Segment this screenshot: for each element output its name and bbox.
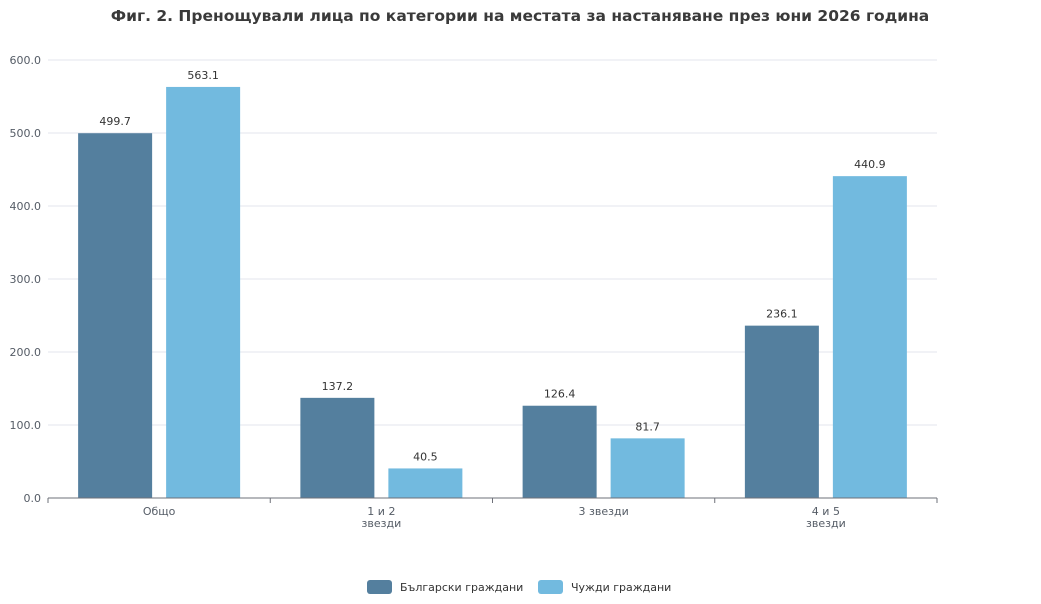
y-tick-label: 200.0 bbox=[10, 346, 42, 359]
bars bbox=[78, 86, 907, 498]
x-category-line: звезди bbox=[362, 517, 402, 530]
data-label: 236.1 bbox=[766, 308, 798, 321]
bar bbox=[166, 86, 241, 498]
y-tick-label: 500.0 bbox=[10, 127, 42, 140]
legend-label: Чужди граждани bbox=[571, 581, 671, 594]
bar bbox=[832, 176, 907, 498]
data-label: 499.7 bbox=[99, 115, 131, 128]
legend-swatch bbox=[367, 580, 392, 594]
y-tick-label: 0.0 bbox=[24, 492, 42, 505]
x-category-label: Общо bbox=[143, 505, 176, 518]
x-category-label: 1 и 2 звезди bbox=[362, 505, 402, 530]
bar bbox=[78, 133, 153, 498]
y-tick-label: 100.0 bbox=[10, 419, 42, 432]
bar bbox=[744, 325, 819, 498]
data-label: 137.2 bbox=[322, 380, 354, 393]
chart-title: Фиг. 2. Пренощували лица по категории на… bbox=[111, 7, 930, 25]
legend-swatch bbox=[538, 580, 563, 594]
x-category-line: 3 звезди bbox=[579, 505, 629, 518]
data-label: 126.4 bbox=[544, 388, 576, 401]
x-category-line: Общо bbox=[143, 505, 176, 518]
y-tick-label: 300.0 bbox=[10, 273, 42, 286]
data-label: 81.7 bbox=[635, 420, 660, 433]
bar bbox=[610, 438, 685, 498]
x-category-label: 3 звезди bbox=[579, 505, 629, 518]
bar bbox=[300, 397, 375, 498]
x-category-line: звезди bbox=[806, 517, 846, 530]
y-tick-label: 400.0 bbox=[10, 200, 42, 213]
legend-item[interactable]: Български граждани bbox=[367, 580, 523, 594]
bar bbox=[522, 405, 597, 498]
x-category-label: 4 и 5 звезди bbox=[806, 505, 846, 530]
y-axis: 0.0 100.0 200.0 300.0 400.0 500.0 600.0 bbox=[10, 54, 42, 505]
x-category-line: 1 и 2 bbox=[367, 505, 395, 518]
legend-item[interactable]: Чужди граждани bbox=[538, 580, 671, 594]
data-label: 440.9 bbox=[854, 158, 886, 171]
data-label: 40.5 bbox=[413, 450, 438, 463]
legend-label: Български граждани bbox=[400, 581, 523, 594]
data-labels: 499.7 563.1 137.2 40.5 126.4 81.7 236.1 440.9 bbox=[99, 69, 885, 463]
x-category-line: 4 и 5 bbox=[812, 505, 840, 518]
legend: Български граждани Чужди граждани bbox=[367, 580, 671, 594]
bar bbox=[388, 468, 463, 498]
data-label: 563.1 bbox=[187, 69, 219, 82]
y-tick-label: 600.0 bbox=[10, 54, 42, 67]
